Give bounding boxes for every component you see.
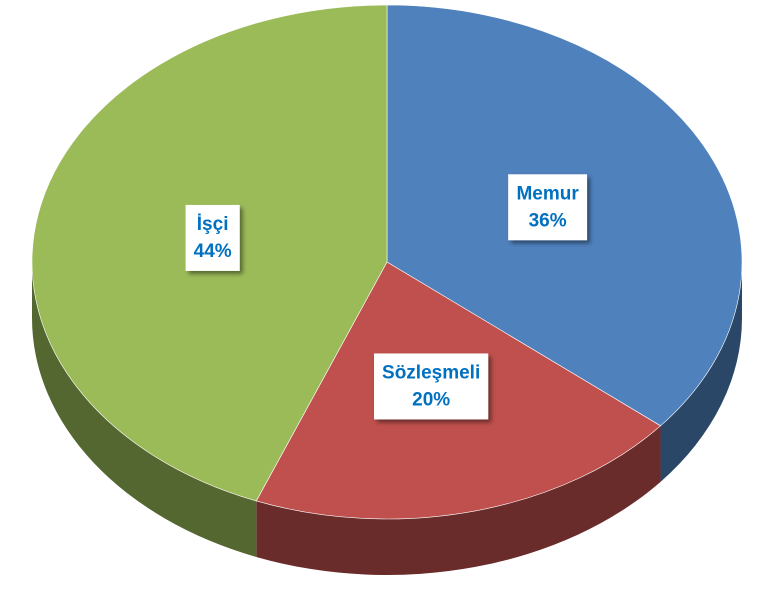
slice-side: [256, 425, 661, 575]
data-labels: Memur 36% Sözleşmeli 20% İşçi 44%: [185, 174, 588, 420]
data-label-box: [185, 204, 240, 271]
category-label: İşçi: [197, 214, 229, 235]
value-label: 20%: [412, 389, 450, 410]
data-label-box: [508, 174, 588, 241]
value-label: 44%: [194, 241, 232, 262]
category-label: Sözleşmeli: [382, 362, 480, 383]
slice-side: [660, 262, 742, 482]
category-label: Memur: [516, 183, 579, 204]
pie-sides: [32, 262, 742, 575]
slice-side: [32, 262, 257, 557]
pie-tops: [31, 4, 743, 520]
data-label-box: [374, 353, 489, 420]
value-label: 36%: [529, 210, 567, 231]
